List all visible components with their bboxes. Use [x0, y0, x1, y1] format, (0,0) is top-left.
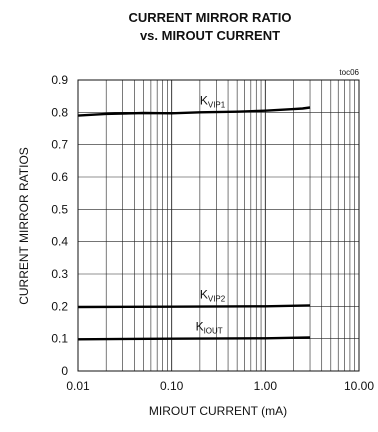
- series-line-vip2: [77, 304, 311, 309]
- x-tick-label: 1.00: [254, 379, 278, 393]
- y-tick-label: 0.2: [51, 299, 68, 313]
- y-tick-label: 0.8: [51, 105, 68, 119]
- series-line-vip1: [77, 106, 311, 117]
- grid: [78, 80, 359, 371]
- series-label-vip1: KVIP1: [200, 93, 226, 109]
- y-tick-label: 0: [61, 364, 68, 378]
- y-tick-label: 0.5: [51, 202, 68, 216]
- series-line-iout: [77, 336, 311, 341]
- series-labels: KVIP1 KVIP2 KIOUT: [196, 93, 226, 335]
- x-tick-label: 0.01: [66, 379, 90, 393]
- chart-title-line1: CURRENT MIRROR RATIO: [129, 10, 292, 25]
- y-tick-label: 0.4: [51, 235, 68, 249]
- y-axis-label: CURRENT MIRROR RATIOS: [17, 147, 31, 305]
- x-tick-label: 0.10: [160, 379, 184, 393]
- data-series: [77, 106, 311, 341]
- chart-title-line2: vs. MIROUT CURRENT: [140, 28, 280, 43]
- x-axis-label: MIROUT CURRENT (mA): [149, 404, 287, 418]
- plot-frame: [77, 79, 360, 372]
- corner-tag: toc06: [339, 68, 359, 77]
- tick-labels: 0.01 0.10 1.00 10.00 0 0.1 0.2 0.3 0.4 0.5 0.6 0.7 0…: [51, 73, 374, 393]
- y-tick-label: 0.1: [51, 332, 68, 346]
- y-tick-label: 0.9: [51, 73, 68, 87]
- y-tick-label: 0.3: [51, 267, 68, 281]
- series-label-vip2: KVIP2: [200, 287, 226, 303]
- y-tick-label: 0.7: [51, 138, 68, 152]
- y-tick-label: 0.6: [51, 170, 68, 184]
- x-tick-label: 10.00: [344, 379, 374, 393]
- series-label-iout: KIOUT: [196, 320, 223, 336]
